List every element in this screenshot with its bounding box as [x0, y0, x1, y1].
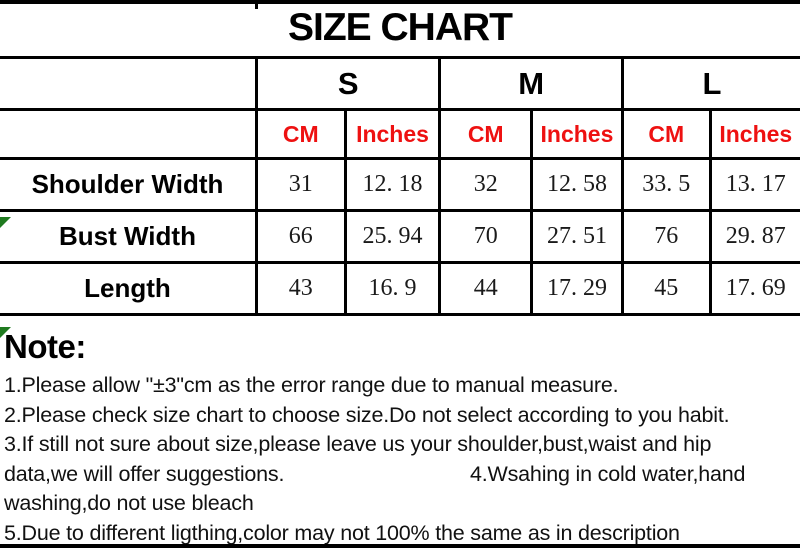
value-cell: 12. 18 [343, 157, 442, 212]
value-cell: 43 [254, 261, 347, 316]
value-cell: 16. 9 [343, 261, 442, 316]
unit-header-cm-s: CM [254, 108, 347, 160]
value-cell: 29. 87 [708, 209, 800, 264]
note-line-4-right: 4.Wsahing in cold water,hand [470, 461, 746, 486]
size-header-s: S [254, 56, 442, 111]
unit-header-cm-l: CM [620, 108, 712, 160]
note-line-4: data,we will offer suggestions. 4.Wsahin… [4, 460, 798, 490]
bottom-border-rule [0, 544, 800, 548]
page-title: SIZE CHART [288, 6, 513, 49]
unit-header-inches-s: Inches [343, 108, 442, 160]
value-cell: 32 [438, 157, 533, 212]
value-cell: 25. 94 [343, 209, 442, 264]
value-cell: 66 [254, 209, 347, 264]
empty-corner-cell [0, 56, 258, 111]
top-border-rule [0, 0, 800, 4]
value-cell: 12. 58 [530, 157, 624, 212]
note-line-5: washing,do not use bleach [4, 491, 254, 515]
value-cell: 17. 69 [708, 261, 800, 316]
value-cell: 31 [254, 157, 347, 212]
unit-header-cm-m: CM [438, 108, 533, 160]
table-row-shoulder-width: Shoulder Width 31 12. 18 32 12. 58 33. 5… [0, 157, 800, 212]
value-cell: 27. 51 [530, 209, 624, 264]
note-line-3: 3.If still not sure about size,please le… [4, 432, 712, 456]
value-cell: 17. 29 [530, 261, 624, 316]
excel-error-marker-icon [0, 327, 11, 338]
note-heading: Note: [4, 328, 86, 365]
value-cell: 13. 17 [708, 157, 800, 212]
value-cell: 33. 5 [620, 157, 712, 212]
note-line-1: 1.Please allow "±3"cm as the error range… [4, 373, 619, 397]
value-cell: 70 [438, 209, 533, 264]
row-label: Shoulder Width [0, 157, 258, 212]
size-header-row: S M L [0, 56, 800, 111]
size-chart-table: S M L CM Inches CM Inches CM Inches Shou… [0, 56, 800, 316]
empty-unit-cell [0, 108, 258, 160]
note-line-4-left: data,we will offer suggestions. [4, 461, 285, 486]
row-label: Length [0, 261, 258, 316]
column-grid-stub [255, 3, 258, 9]
table-row-length: Length 43 16. 9 44 17. 29 45 17. 69 [0, 261, 800, 316]
excel-error-marker-icon [0, 217, 11, 228]
unit-header-row: CM Inches CM Inches CM Inches [0, 108, 800, 160]
unit-header-inches-l: Inches [708, 108, 800, 160]
unit-header-inches-m: Inches [530, 108, 624, 160]
note-line-2: 2.Please check size chart to choose size… [4, 402, 730, 427]
table-row-bust-width: Bust Width 66 25. 94 70 27. 51 76 29. 87 [0, 209, 800, 264]
size-header-m: M [438, 56, 624, 111]
value-cell: 44 [438, 261, 533, 316]
value-cell: 76 [620, 209, 712, 264]
value-cell: 45 [620, 261, 712, 316]
row-label: Bust Width [0, 209, 258, 264]
size-header-l: L [620, 56, 800, 111]
note-body: 1.Please allow "±3"cm as the error range… [4, 371, 798, 548]
note-line-6: 5.Due to different ligthing,color may no… [4, 520, 680, 545]
